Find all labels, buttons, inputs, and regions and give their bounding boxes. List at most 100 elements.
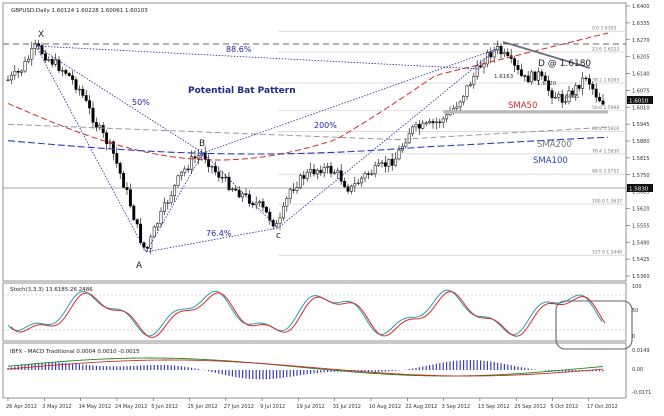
candle [519, 69, 523, 76]
fib-level-label: 61.8 1.5916 [592, 126, 619, 132]
candle [125, 187, 129, 190]
highlight-box [555, 300, 633, 350]
candle [54, 59, 58, 65]
candle [91, 107, 95, 123]
candle [278, 217, 282, 224]
candle [428, 121, 432, 124]
point-x-label: X [38, 30, 44, 40]
candle [530, 71, 534, 83]
candle [536, 71, 540, 81]
candle [322, 167, 326, 174]
candle [598, 96, 602, 102]
candle [574, 85, 578, 95]
candle [336, 170, 340, 173]
price-tick-label: 1.5945 [632, 122, 650, 128]
candle [424, 122, 428, 124]
stoch-title: Stoch(3,3,3) 13.6185 26.2486 [10, 287, 93, 293]
candle [468, 84, 472, 87]
candle [441, 118, 445, 123]
point-a-label: A [136, 261, 143, 271]
candle [309, 169, 313, 173]
time-tick-label: 25 Sep 2012 [514, 404, 546, 410]
time-tick-label: 24 May 2012 [115, 404, 148, 410]
candle [43, 53, 47, 61]
time-tick-label: 22 Aug 2012 [405, 404, 437, 410]
price-tick-label: 1.6400 [632, 4, 650, 10]
candle [57, 59, 61, 71]
price-tick-label: 1.5685 [632, 190, 650, 196]
candle [275, 223, 279, 227]
current-price-tag: 1.6010 [627, 96, 653, 105]
candle [540, 71, 544, 77]
time-axis[interactable]: 26 Apr 2012 3 May 2012 14 May 2012 24 May 2… [6, 398, 618, 410]
time-tick-label: 5 Oct 2012 [551, 404, 579, 410]
candle [115, 153, 119, 164]
time-tick-label: 3 Sep 2012 [442, 404, 471, 410]
candle [132, 205, 136, 220]
stoch-panel[interactable] [2, 282, 627, 342]
candle [377, 163, 381, 166]
candle [465, 85, 469, 97]
time-tick-label: 27 Jun 2012 [224, 404, 254, 410]
candle [227, 176, 231, 190]
candle [394, 158, 398, 166]
fib-200-label: 200% [314, 121, 337, 130]
sma100-label: SMA100 [533, 156, 568, 166]
time-tick-label: 10 Aug 2012 [369, 404, 401, 410]
candle [434, 121, 438, 124]
price-tick-label: 1.5815 [632, 156, 650, 162]
candle [339, 170, 343, 182]
sma50-line [7, 32, 609, 161]
price-axis[interactable]: 1.6400 1.6335 1.6270 1.6205 1.6140 1.6075 1.60… [626, 4, 650, 280]
price-tick-label: 1.5880 [632, 139, 650, 145]
candle [411, 126, 415, 134]
candle [513, 58, 517, 66]
resistance-trendline[interactable] [502, 41, 591, 69]
stoch-axis: 100 50 0 [632, 284, 642, 340]
candle [319, 169, 323, 174]
main-panel[interactable] [2, 2, 627, 282]
macd-tick-label: 0.00 [632, 367, 643, 373]
candle [251, 203, 255, 206]
candle [547, 80, 551, 91]
time-tick-label: 13 Sep 2012 [478, 404, 510, 410]
candle [101, 125, 105, 134]
candle [84, 95, 88, 101]
candle [360, 177, 364, 184]
price-marker-tag: 1.5830 [627, 184, 653, 193]
price-tick-label: 1.6270 [632, 38, 650, 44]
candle [20, 70, 24, 73]
candle [149, 236, 153, 249]
candle [363, 173, 367, 179]
macd-tick-label: -0.0171 [632, 390, 651, 396]
candle [553, 97, 557, 99]
candle [380, 162, 384, 164]
price-tick-label: 1.6010 [632, 105, 650, 111]
candle [88, 100, 92, 109]
candle [356, 182, 360, 184]
candle [502, 52, 506, 55]
time-tick-label: 5 Jun 2012 [151, 404, 178, 410]
candle [543, 75, 547, 81]
candle [475, 65, 479, 77]
candle [414, 123, 418, 128]
candle [564, 101, 568, 103]
candle [179, 171, 183, 177]
candle [417, 123, 421, 129]
candle [472, 76, 476, 85]
candle [387, 158, 391, 167]
candle [156, 223, 160, 228]
candle [234, 188, 238, 191]
price-tick-label: 1.5620 [632, 207, 650, 213]
candle [383, 162, 387, 167]
candle [346, 186, 350, 192]
candle [601, 100, 605, 105]
candle [196, 155, 200, 159]
candle [581, 77, 585, 89]
candle [169, 195, 173, 204]
fib-level-label: 76.4 1.5830 [592, 148, 619, 154]
pattern-title: Potential Bat Pattern [188, 86, 296, 96]
candle [145, 247, 149, 249]
candle [370, 173, 374, 175]
